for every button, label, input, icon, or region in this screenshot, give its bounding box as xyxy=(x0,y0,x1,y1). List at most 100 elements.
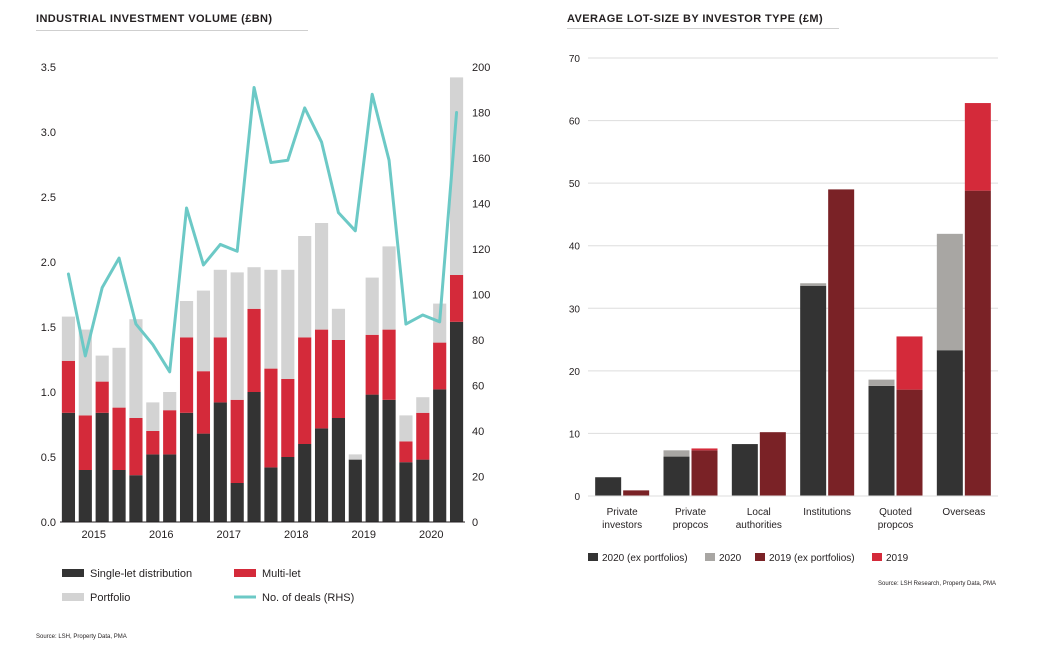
bar-segment xyxy=(112,347,126,408)
bar-segment xyxy=(314,223,329,330)
bar-segment xyxy=(449,275,464,322)
bar-segment xyxy=(112,407,126,470)
category-label: Local xyxy=(747,507,771,518)
bar-segment xyxy=(230,399,244,483)
right-chart-title: AVERAGE LOT-SIZE BY INVESTOR TYPE (£M) xyxy=(567,13,824,25)
category-label: propcos xyxy=(673,520,709,531)
bar-segment xyxy=(691,448,718,451)
bar-segment xyxy=(230,483,244,522)
deals-line xyxy=(66,85,459,374)
y-tick-label: 70 xyxy=(569,54,581,65)
bar-segment xyxy=(281,379,295,457)
legend-swatch xyxy=(755,553,765,561)
y-tick-label: 2.0 xyxy=(41,257,56,269)
y-tick-label: 1.0 xyxy=(41,387,56,399)
bar-segment xyxy=(936,233,963,351)
legend-swatch xyxy=(588,553,598,561)
y2-tick-label: 180 xyxy=(472,108,490,120)
y2-tick-label: 120 xyxy=(472,244,490,256)
bar-segment xyxy=(759,432,786,496)
bar-segment xyxy=(433,389,447,522)
bar-segment xyxy=(264,467,278,522)
y2-tick-label: 20 xyxy=(472,472,484,484)
left-title-rule xyxy=(36,30,308,31)
bar-segment xyxy=(731,444,758,496)
bar-segment xyxy=(382,246,396,330)
bar-segment xyxy=(196,371,211,434)
bar-segment xyxy=(663,456,690,496)
y-tick-label: 0.0 xyxy=(41,517,56,529)
bar-segment xyxy=(298,236,312,338)
x-year-label: 2019 xyxy=(352,529,376,541)
bar-segment xyxy=(868,385,895,496)
legend-swatch xyxy=(234,569,256,577)
y2-tick-label: 100 xyxy=(472,290,490,302)
bar-segment xyxy=(433,342,447,390)
bar-segment xyxy=(61,360,76,413)
bar-segment xyxy=(264,368,278,468)
bar-segment xyxy=(382,329,396,400)
bar-segment xyxy=(179,301,194,338)
bar-segment xyxy=(247,267,261,309)
right-title-rule xyxy=(567,28,839,29)
bar-segment xyxy=(331,308,346,340)
y-tick-label: 20 xyxy=(569,367,581,378)
bar-segment xyxy=(800,285,827,496)
bar-segment xyxy=(896,389,923,496)
bar-segment xyxy=(163,454,177,522)
y2-tick-label: 60 xyxy=(472,381,484,393)
bar-segment xyxy=(78,415,92,470)
legend-label: 2020 xyxy=(719,553,742,564)
category-label: Private xyxy=(675,507,707,518)
bar-segment xyxy=(298,337,312,444)
y-tick-label: 0 xyxy=(574,492,580,503)
y-tick-label: 1.5 xyxy=(41,322,56,334)
y2-tick-label: 160 xyxy=(472,153,490,165)
bar-segment xyxy=(196,290,211,372)
bar-segment xyxy=(298,444,312,522)
bar-segment xyxy=(61,412,76,522)
bar-segment xyxy=(382,399,396,522)
bar-segment xyxy=(95,355,109,382)
bar-segment xyxy=(800,283,827,286)
bar-segment xyxy=(399,415,413,442)
bar-segment xyxy=(213,402,227,522)
bar-segment xyxy=(78,470,92,522)
y2-tick-label: 40 xyxy=(472,426,484,438)
legend-label: 2019 (ex portfolios) xyxy=(769,553,855,564)
bar-segment xyxy=(247,308,261,392)
bar-segment xyxy=(331,418,346,522)
category-label: authorities xyxy=(736,520,782,531)
bar-segment xyxy=(623,490,650,496)
right-source-note: Source: LSH Research, Property Data, PMA xyxy=(878,581,997,587)
y-tick-label: 10 xyxy=(569,429,581,440)
legend-swatch xyxy=(62,593,84,601)
legend-swatch xyxy=(62,569,84,577)
bar-segment xyxy=(449,321,464,522)
bar-segment xyxy=(964,190,991,496)
bar-segment xyxy=(95,381,109,413)
category-label: Quoted xyxy=(879,507,912,518)
legend-label: Single-let distribution xyxy=(90,568,192,580)
y2-tick-label: 80 xyxy=(472,335,484,347)
y2-tick-label: 140 xyxy=(472,199,490,211)
left-source-note: Source: LSH, Property Data, PMA xyxy=(36,634,127,640)
bar-segment xyxy=(416,412,430,460)
bar-segment xyxy=(416,397,430,413)
y-tick-label: 50 xyxy=(569,179,581,190)
legend-label: No. of deals (RHS) xyxy=(262,592,354,604)
x-year-label: 2017 xyxy=(217,529,241,541)
bar-segment xyxy=(331,340,346,418)
bar-segment xyxy=(314,329,329,429)
y-tick-label: 2.5 xyxy=(41,192,56,204)
bar-segment xyxy=(691,450,718,496)
y-tick-label: 3.0 xyxy=(41,127,56,139)
bar-segment xyxy=(61,316,76,361)
legend-label: 2019 xyxy=(886,553,909,564)
bar-segment xyxy=(129,475,143,522)
bar-segment xyxy=(112,470,126,522)
bar-segment xyxy=(129,319,143,418)
bar-segment xyxy=(964,103,991,191)
y-tick-label: 40 xyxy=(569,242,581,253)
